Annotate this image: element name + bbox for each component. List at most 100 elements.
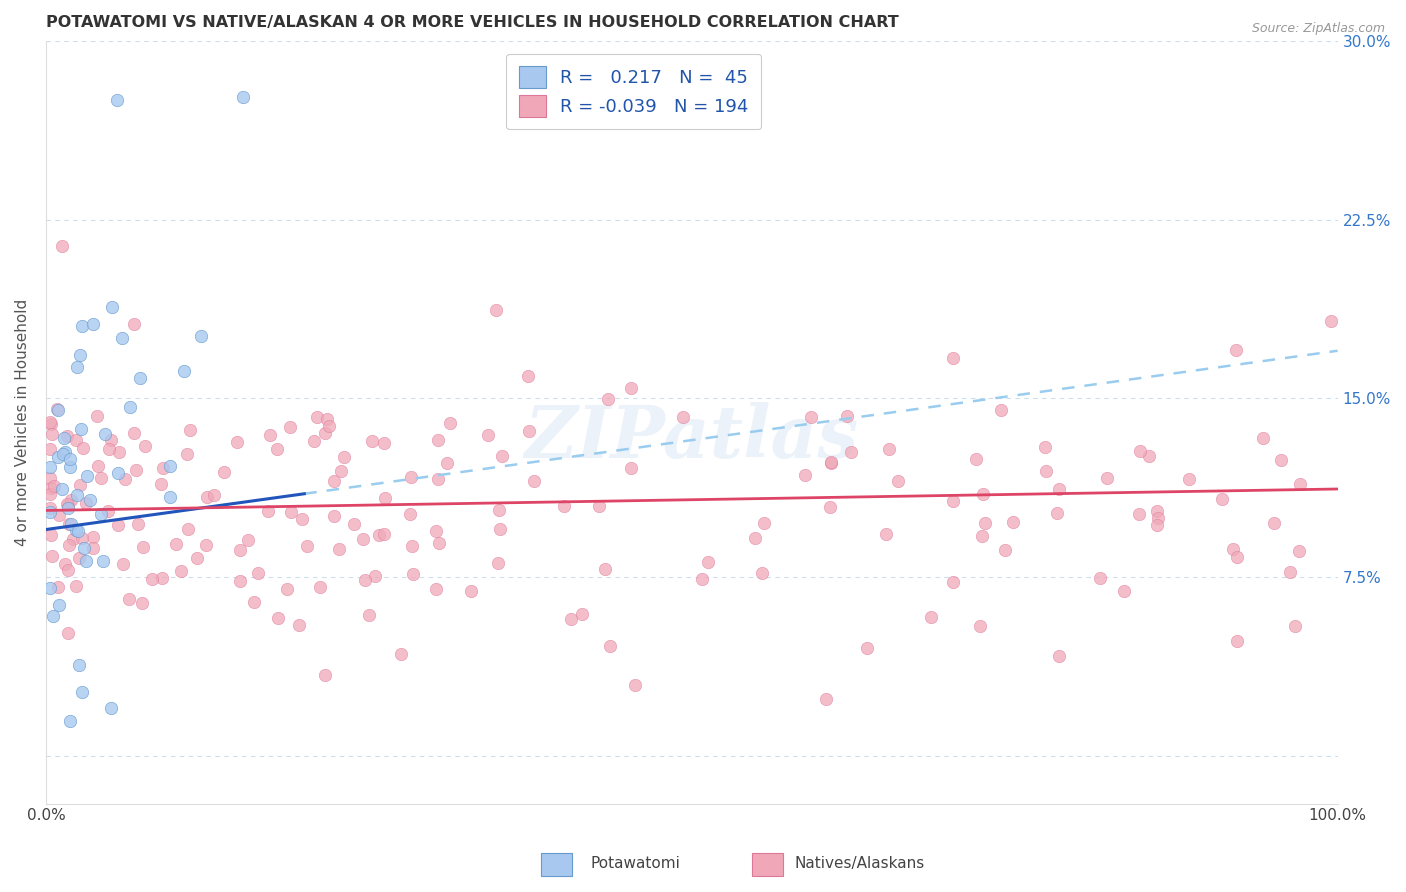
- Point: [595, 562, 617, 576]
- Point: [195, 538, 218, 552]
- Point: [110, 331, 132, 345]
- Point: [374, 491, 396, 505]
- Point: [46, 401, 69, 416]
- Point: [1128, 443, 1150, 458]
- Point: [82, 318, 104, 332]
- Point: [322, 474, 344, 488]
- Point: [488, 502, 510, 516]
- Point: [316, 412, 339, 426]
- Point: [266, 442, 288, 456]
- Point: [330, 464, 353, 478]
- Point: [820, 456, 842, 470]
- Point: [141, 572, 163, 586]
- Point: [42, 608, 65, 623]
- Point: [965, 452, 987, 467]
- Point: [364, 569, 387, 583]
- Point: [1288, 544, 1310, 558]
- Point: [39, 481, 62, 495]
- Point: [46, 450, 69, 464]
- Point: [1001, 515, 1024, 529]
- Point: [131, 596, 153, 610]
- Point: [1147, 510, 1170, 524]
- Point: [398, 507, 420, 521]
- Point: [342, 516, 364, 531]
- Point: [41, 549, 63, 564]
- Point: [58, 537, 80, 551]
- Point: [1035, 464, 1057, 478]
- Point: [1270, 452, 1292, 467]
- Point: [177, 523, 200, 537]
- Point: [1222, 541, 1244, 556]
- Point: [42, 479, 65, 493]
- Point: [425, 582, 447, 597]
- Point: [1033, 440, 1056, 454]
- Text: Potawatomi: Potawatomi: [591, 856, 681, 871]
- Text: POTAWATOMI VS NATIVE/ALASKAN 4 OR MORE VEHICLES IN HOUSEHOLD CORRELATION CHART: POTAWATOMI VS NATIVE/ALASKAN 4 OR MORE V…: [46, 15, 898, 30]
- Point: [105, 94, 128, 108]
- Point: [491, 449, 513, 463]
- Point: [328, 542, 350, 557]
- Point: [1226, 634, 1249, 648]
- Point: [460, 583, 482, 598]
- Point: [291, 511, 314, 525]
- Point: [179, 423, 201, 437]
- Point: [212, 465, 235, 479]
- Point: [1225, 343, 1247, 358]
- Point: [96, 504, 118, 518]
- Point: [101, 300, 124, 314]
- Point: [38, 500, 60, 515]
- Point: [820, 500, 842, 514]
- Point: [517, 424, 540, 438]
- Point: [835, 409, 858, 424]
- Text: Source: ZipAtlas.com: Source: ZipAtlas.com: [1251, 22, 1385, 36]
- Point: [41, 528, 63, 542]
- Point: [373, 526, 395, 541]
- Point: [517, 369, 540, 384]
- Point: [100, 433, 122, 447]
- Point: [70, 531, 93, 545]
- Point: [553, 500, 575, 514]
- Point: [87, 458, 110, 473]
- Point: [165, 537, 187, 551]
- Point: [399, 470, 422, 484]
- Point: [1211, 492, 1233, 507]
- Point: [52, 431, 75, 445]
- Point: [1139, 449, 1161, 463]
- Point: [93, 427, 115, 442]
- Point: [368, 527, 391, 541]
- Point: [170, 564, 193, 578]
- Point: [56, 563, 79, 577]
- Point: [38, 415, 60, 429]
- Point: [314, 668, 336, 682]
- Point: [1284, 619, 1306, 633]
- Point: [100, 701, 122, 715]
- Point: [436, 456, 458, 470]
- Point: [969, 619, 991, 633]
- Point: [41, 427, 63, 442]
- Point: [599, 639, 621, 653]
- Point: [389, 648, 412, 662]
- Point: [48, 403, 70, 417]
- Point: [53, 557, 76, 571]
- Point: [620, 381, 643, 395]
- Point: [427, 535, 450, 549]
- Point: [190, 329, 212, 343]
- Point: [942, 574, 965, 589]
- Point: [236, 533, 259, 547]
- Point: [73, 541, 96, 555]
- Point: [318, 419, 340, 434]
- Point: [596, 392, 619, 406]
- Point: [90, 471, 112, 485]
- Point: [623, 678, 645, 692]
- Point: [361, 434, 384, 449]
- Point: [477, 427, 499, 442]
- Point: [65, 433, 87, 447]
- Point: [887, 474, 910, 488]
- Point: [55, 445, 77, 459]
- Point: [246, 566, 269, 580]
- Point: [107, 466, 129, 480]
- Point: [173, 364, 195, 378]
- Point: [82, 541, 104, 555]
- Point: [38, 471, 60, 485]
- Point: [69, 348, 91, 362]
